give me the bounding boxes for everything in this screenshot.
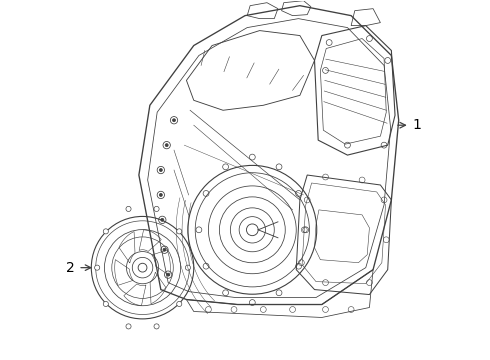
Circle shape bbox=[159, 193, 162, 197]
Circle shape bbox=[103, 301, 108, 306]
Circle shape bbox=[126, 206, 131, 211]
Text: 2: 2 bbox=[67, 261, 75, 275]
Circle shape bbox=[154, 324, 159, 329]
Circle shape bbox=[177, 301, 182, 306]
Circle shape bbox=[167, 273, 170, 276]
Circle shape bbox=[95, 265, 100, 270]
Circle shape bbox=[154, 206, 159, 211]
Circle shape bbox=[103, 229, 108, 234]
Text: 1: 1 bbox=[413, 118, 421, 132]
Circle shape bbox=[159, 168, 162, 171]
Circle shape bbox=[163, 248, 166, 251]
Circle shape bbox=[165, 144, 168, 147]
Circle shape bbox=[185, 265, 191, 270]
Circle shape bbox=[172, 119, 175, 122]
Circle shape bbox=[126, 324, 131, 329]
Circle shape bbox=[161, 219, 164, 221]
Circle shape bbox=[177, 229, 182, 234]
